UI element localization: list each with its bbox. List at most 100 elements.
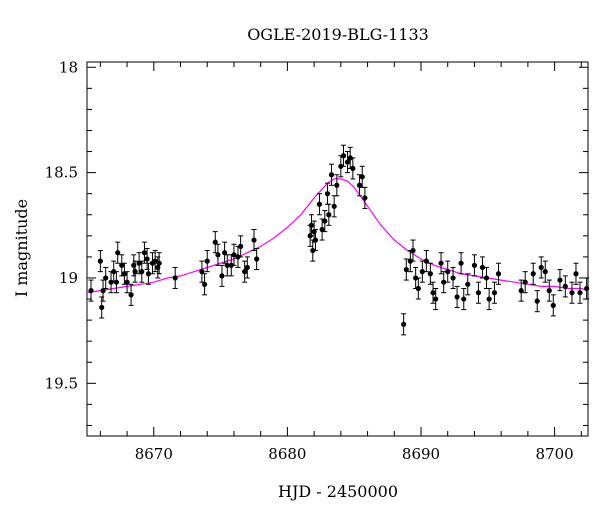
data-point <box>328 163 335 186</box>
point-marker <box>550 302 556 308</box>
data-point <box>479 256 486 279</box>
data-point <box>331 195 337 218</box>
data-point <box>465 273 471 296</box>
data-point <box>254 247 260 271</box>
data-points <box>88 144 590 336</box>
y-tick-label: 18.5 <box>45 164 78 182</box>
data-point <box>139 260 145 283</box>
data-point <box>461 288 467 311</box>
point-marker <box>413 275 419 281</box>
x-tick-label: 8700 <box>536 445 574 463</box>
point-marker <box>334 182 340 188</box>
data-point <box>546 279 552 302</box>
point-marker <box>403 266 409 273</box>
data-point <box>144 247 150 271</box>
data-point <box>141 241 148 264</box>
x-tick-label: 8680 <box>268 445 306 463</box>
point-marker <box>244 264 250 271</box>
point-marker <box>584 285 590 292</box>
point-marker <box>238 243 244 249</box>
point-marker <box>338 163 344 169</box>
data-point <box>124 271 130 294</box>
point-marker <box>407 258 413 264</box>
data-point <box>433 288 439 311</box>
data-point <box>316 193 323 216</box>
point-marker <box>228 262 234 268</box>
point-marker <box>108 279 114 285</box>
point-marker <box>423 258 429 264</box>
point-marker <box>144 256 150 262</box>
data-point <box>251 229 257 252</box>
point-marker <box>419 269 425 275</box>
point-marker <box>172 275 178 281</box>
point-marker <box>538 264 544 271</box>
data-point <box>471 254 478 277</box>
point-marker <box>136 260 142 266</box>
data-point <box>88 279 94 302</box>
point-marker <box>99 304 105 311</box>
data-point <box>495 262 502 285</box>
point-marker <box>103 275 109 281</box>
point-marker <box>152 258 158 264</box>
point-marker <box>324 191 331 197</box>
point-marker <box>308 222 315 228</box>
point-marker <box>121 271 128 277</box>
data-point <box>542 260 548 283</box>
point-marker <box>328 172 335 178</box>
point-marker <box>326 212 332 218</box>
y-tick-label: 19 <box>59 269 78 287</box>
point-marker <box>139 269 145 275</box>
y-axis-label: I magnitude <box>12 199 31 297</box>
point-marker <box>254 256 260 262</box>
point-marker <box>316 201 323 207</box>
point-marker <box>573 271 579 277</box>
point-marker <box>415 285 421 292</box>
data-point <box>231 243 237 266</box>
data-point <box>111 260 117 283</box>
data-point <box>115 241 121 264</box>
point-marker <box>242 269 248 275</box>
point-marker <box>438 260 444 266</box>
point-marker <box>115 250 121 256</box>
data-point <box>199 260 205 283</box>
data-point <box>491 281 498 304</box>
data-point <box>557 269 563 292</box>
point-marker <box>542 269 548 275</box>
data-point <box>356 174 363 197</box>
data-point <box>215 243 221 266</box>
data-point <box>413 266 419 290</box>
point-marker <box>410 247 416 254</box>
data-point <box>312 229 319 252</box>
data-point <box>483 266 490 290</box>
point-marker <box>100 288 106 294</box>
data-point <box>445 260 451 283</box>
point-marker <box>433 296 439 302</box>
point-marker <box>231 252 237 258</box>
point-marker <box>483 275 490 281</box>
point-marker <box>156 260 162 266</box>
data-point <box>132 260 138 283</box>
data-point <box>577 281 583 304</box>
data-point <box>326 203 332 226</box>
data-point <box>401 313 407 336</box>
point-marker <box>401 321 407 327</box>
data-point <box>222 241 228 264</box>
data-point <box>475 281 482 304</box>
data-point <box>486 288 492 311</box>
data-point <box>441 271 447 294</box>
point-marker <box>219 273 225 279</box>
data-point <box>458 252 464 275</box>
point-marker <box>97 258 103 264</box>
data-point <box>103 266 109 290</box>
data-point <box>212 231 218 254</box>
data-point <box>324 182 331 205</box>
data-point <box>152 250 158 273</box>
data-point <box>522 271 528 294</box>
point-marker <box>204 258 210 264</box>
point-marker <box>430 290 436 296</box>
point-marker <box>458 260 464 266</box>
data-point <box>534 290 540 313</box>
point-marker <box>486 296 492 302</box>
point-marker <box>235 254 241 260</box>
point-marker <box>427 271 433 277</box>
